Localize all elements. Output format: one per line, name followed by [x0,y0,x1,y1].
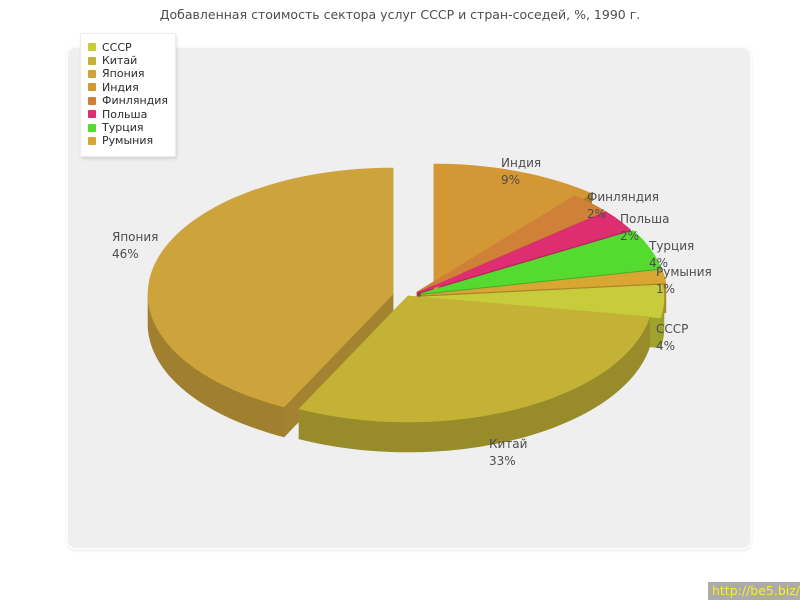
legend-label: Финляндия [102,94,169,108]
chart-legend: СССР Китай Япония Индия Финляндия Польша Турци… [80,33,176,158]
legend-item-2[interactable]: Япония [88,67,169,81]
legend-item-1[interactable]: Китай [88,54,169,68]
chart-title: Добавленная стоимость сектора услуг СССР… [159,7,641,22]
legend-item-4[interactable]: Финляндия [88,94,169,108]
legend-swatch-icon [88,83,96,92]
watermark-link[interactable]: http://be5.biz/ [707,582,800,600]
legend-item-7[interactable]: Румыния [88,134,169,148]
legend-label: Турция [102,121,144,135]
slice-label-2: Япония 46% [112,230,159,261]
pie-slice-4[interactable] [416,195,606,293]
legend-swatch-icon [88,56,96,65]
slice-label-7: Румыния 1% [656,265,712,296]
slice-label-5: Польша 2% [620,212,670,243]
pie-slice-2[interactable] [147,167,394,408]
slice-label-6: Турция 4% [649,239,695,270]
pie-slice-1[interactable] [298,295,651,423]
slice-label-0: СССР 4% [656,322,689,353]
pie-slice-0[interactable] [418,284,665,319]
legend-swatch-icon [88,69,96,78]
legend-label: СССР [102,40,132,54]
pie-slice-5[interactable] [417,211,632,293]
slice-label-3: Индия 9% [501,156,542,187]
pie-slice-7[interactable] [421,269,667,296]
slice-label-1: Китай 33% [489,437,528,468]
legend-swatch-icon [88,110,96,119]
legend-item-0[interactable]: СССР [88,40,169,54]
legend-label: Китай [102,54,138,68]
legend-swatch-icon [88,43,96,52]
legend-label: Румыния [102,134,154,148]
legend-item-6[interactable]: Турция [88,121,169,135]
pie-slice-6[interactable] [420,230,662,294]
legend-label: Польша [102,107,148,121]
legend-item-5[interactable]: Польша [88,107,169,121]
legend-swatch-icon [88,96,96,105]
slice-label-4: Финляндия 2% [587,190,660,221]
legend-item-3[interactable]: Индия [88,80,169,94]
legend-swatch-icon [88,123,96,132]
legend-swatch-icon [88,136,96,145]
legend-label: Япония [102,67,145,81]
legend-label: Индия [102,80,139,94]
